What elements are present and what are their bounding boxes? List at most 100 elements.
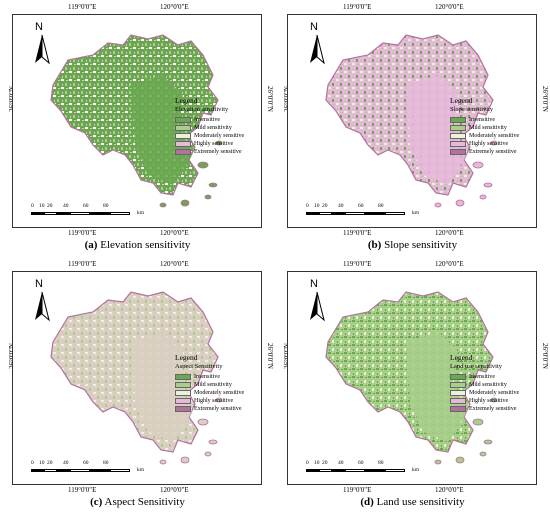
island (208, 439, 218, 445)
lon-label-right-top: 120°0'0"E (160, 260, 189, 268)
legend-entry-label: Insensitive (469, 117, 495, 123)
map-panel-4: 119°0'0"E 120°0'0"E 26°0'0"N 26°0'0"N (275, 257, 550, 514)
lon-label-right-bottom: 120°0'0"E (435, 229, 464, 237)
lon-label-left-top: 119°0'0"E (343, 260, 372, 268)
scale-tick-label: 0 (31, 460, 34, 466)
island (159, 459, 167, 465)
legend-swatch (450, 149, 466, 155)
panel-caption-text: Elevation sensitivity (100, 239, 191, 251)
scale-tick-label: 20 (47, 460, 53, 466)
dominant-zone (406, 75, 468, 185)
scale-tick-label: 20 (322, 460, 328, 466)
legend: Legend Slope sensitivity Insensitive Mil… (450, 97, 519, 156)
legend-entry: Insensitive (450, 373, 519, 381)
lat-label-right: 26°0'0"N (265, 343, 274, 369)
panel-letter: (b) (367, 239, 382, 251)
legend-swatch (175, 390, 191, 396)
panel-letter: (a) (84, 239, 98, 251)
legend-swatch (450, 133, 466, 139)
lon-label-right-bottom: 120°0'0"E (435, 486, 464, 494)
lon-label-left-bottom: 119°0'0"E (343, 229, 372, 237)
legend-entry: Extremely sensitive (450, 405, 519, 413)
lon-label-right-top: 120°0'0"E (435, 260, 464, 268)
panel-caption: (b) Slope sensitivity (275, 239, 550, 251)
scale-tick-label: 40 (338, 203, 344, 209)
north-arrow (306, 282, 328, 326)
legend-swatch (450, 398, 466, 404)
legend-entry-label: Extremely sensitive (194, 149, 242, 155)
lon-label-left-top: 119°0'0"E (343, 3, 372, 11)
legend-entry: Mild sensitivity (175, 381, 244, 389)
lon-label-left-bottom: 119°0'0"E (68, 486, 97, 494)
legend-entry: Extremely sensitive (175, 405, 244, 413)
panel-letter: (d) (360, 496, 374, 508)
legend-swatch (175, 382, 191, 388)
north-label: N (310, 21, 318, 33)
legend-entry: Mild sensitivity (175, 124, 244, 132)
legend-entry-label: Moderately sensitive (469, 133, 520, 139)
scale-bar: 0 10 20 40 60 80 km (306, 203, 420, 216)
legend-swatch (450, 125, 466, 131)
legend-swatch (175, 125, 191, 131)
north-label: N (35, 21, 43, 33)
legend-entry: Extremely sensitive (450, 148, 519, 156)
island (180, 456, 190, 464)
map-frame: N Legend Land use sensitivity Insensitiv… (287, 271, 537, 485)
island (455, 456, 465, 464)
legend: Legend Aspect Sensitivity Insensitive Mi… (175, 354, 244, 413)
legend-entry: Insensitive (450, 116, 519, 124)
scale-tick-label: 80 (378, 203, 384, 209)
island (455, 199, 465, 207)
island (490, 397, 498, 403)
legend-subtitle: Aspect Sensitivity (175, 363, 223, 370)
legend-subtitle: Elevation sensitivity (175, 106, 229, 113)
legend-entry-label: Mild sensitivity (469, 125, 507, 131)
legend-swatch (450, 390, 466, 396)
lon-label-right-top: 120°0'0"E (435, 3, 464, 11)
lat-label-right: 26°0'0"N (540, 343, 549, 369)
island (159, 202, 167, 208)
dominant-zone (131, 75, 193, 185)
panel-caption-text: Land use sensitivity (376, 496, 465, 508)
island (434, 459, 442, 465)
scale-tick-label: 80 (103, 460, 109, 466)
scale-tick-label: 80 (103, 203, 109, 209)
region-map (50, 34, 223, 208)
legend-swatch (175, 117, 191, 123)
island (483, 182, 493, 188)
legend-swatch (175, 406, 191, 412)
legend-entry: Moderately sensitive (175, 389, 244, 397)
legend-entry: Moderately sensitive (450, 389, 519, 397)
panel-caption: (a) Elevation sensitivity (0, 239, 275, 251)
island (180, 199, 190, 207)
scale-tick-label: 10 (314, 460, 320, 466)
lat-label-right: 26°0'0"N (265, 86, 274, 112)
scale-tick-label: 10 (39, 203, 45, 209)
map-panel-2: 119°0'0"E 120°0'0"E 26°0'0"N 26°0'0"N (275, 0, 550, 257)
island (204, 194, 212, 200)
map-frame: N Legend Elevation sensitivity Insensiti… (12, 14, 262, 228)
island (204, 451, 212, 457)
dominant-zone (406, 332, 468, 442)
legend-subtitle: Land use sensitivity (450, 363, 502, 370)
scale-unit: km (137, 467, 145, 473)
scale-tick-label: 60 (358, 460, 364, 466)
legend-entry: Highly sensitive (450, 140, 519, 148)
scale-unit: km (412, 210, 420, 216)
legend-entry-label: Mild sensitivity (194, 382, 232, 388)
legend-swatch (450, 117, 466, 123)
legend-entry: Highly sensitive (175, 140, 244, 148)
legend-title: Legend (175, 96, 198, 105)
legend-entry-label: Insensitive (194, 374, 220, 380)
map-frame: N Legend Slope sensitivity Insensitive M… (287, 14, 537, 228)
scale-bar: 0 10 20 40 60 80 km (306, 460, 419, 473)
scale-tick-label: 10 (39, 460, 45, 466)
island (479, 451, 487, 457)
legend-entry-label: Highly sensitive (469, 141, 509, 147)
legend-entry: Mild sensitivity (450, 381, 519, 389)
legend-title: Legend (175, 353, 198, 362)
island (215, 140, 223, 146)
lon-label-left-top: 119°0'0"E (68, 260, 97, 268)
scale-unit: km (137, 210, 145, 216)
island (490, 140, 498, 146)
